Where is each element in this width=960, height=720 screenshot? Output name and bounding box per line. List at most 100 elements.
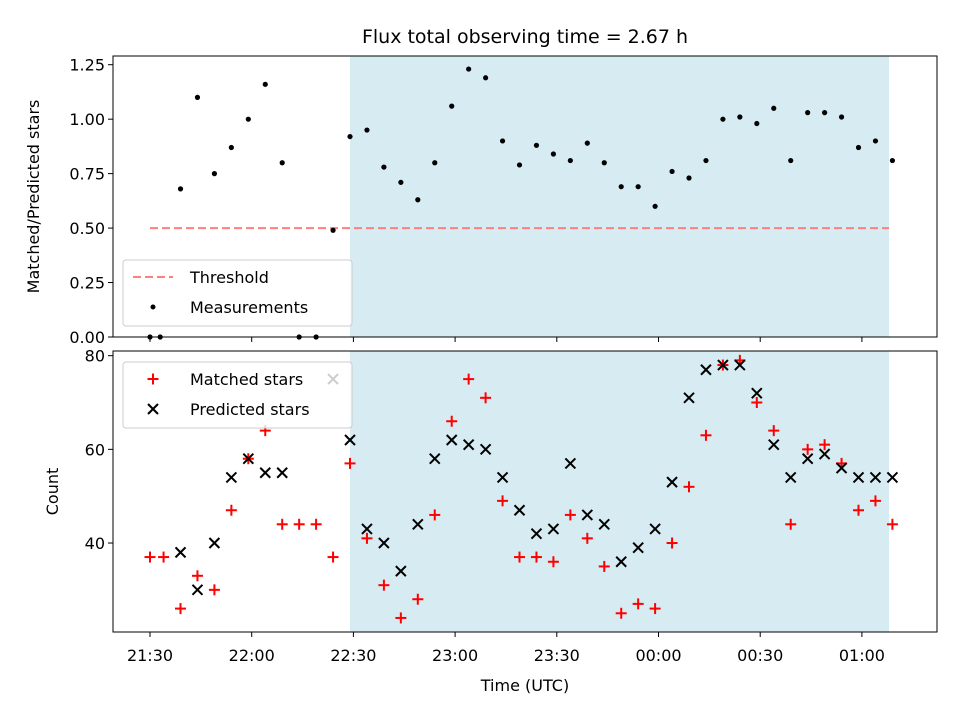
predicted-star-point: [378, 537, 390, 549]
top-y-tick-label: 0.25: [69, 274, 105, 293]
predicted-star-point: [886, 471, 899, 484]
matched-star-point: [293, 518, 305, 530]
top-y-tick-label: 1.00: [69, 110, 105, 129]
predicted-star-point: [852, 471, 865, 484]
bottom-y-tick-label: 40: [85, 534, 105, 553]
measurement-point: [245, 116, 251, 122]
measurement-point: [262, 81, 268, 87]
matched-star-point: [429, 509, 441, 521]
matched-star-point: [514, 551, 526, 563]
predicted-star-point: [751, 387, 763, 399]
x-tick-label: 00:00: [635, 646, 681, 665]
matched-star-point: [598, 560, 610, 572]
predicted-star-point: [615, 556, 627, 568]
measurement-point: [228, 144, 234, 151]
bottom-y-tick-label: 60: [85, 440, 105, 459]
top-observing-window: [350, 56, 890, 337]
x-tick-label: 01:00: [839, 646, 885, 665]
measurement-point: [449, 103, 455, 109]
predicted-star-point: [361, 523, 373, 535]
matched-star-point: [819, 439, 831, 451]
top-y-ticks: 0.00 0.25 0.50 0.75 1.00 1.25: [69, 56, 113, 347]
legend-matched-label: Matched stars: [190, 370, 303, 389]
top-axes-frame: [112, 55, 938, 338]
predicted-star-point: [395, 565, 407, 577]
measurement-point: [483, 75, 489, 81]
measurement-point: [516, 162, 523, 168]
measurement-point: [669, 168, 675, 175]
predicted-star-point: [717, 359, 729, 371]
matched-star-point: [751, 397, 763, 409]
predicted-star-point: [734, 359, 746, 371]
matched-star-point: [378, 579, 390, 591]
x-tick-label: 22:00: [229, 646, 275, 665]
measurement-point: [822, 110, 828, 116]
measurement-point: [805, 110, 811, 116]
measurement-points: [147, 66, 896, 340]
bottom-x-ticks: 21:30 22:00 22:30 23:00 23:30 00:00 00:30 01:00: [127, 632, 885, 665]
predicted-star-point: [412, 518, 424, 530]
matched-star-point: [175, 603, 187, 615]
measurement-point: [652, 203, 658, 209]
matched-star-point: [802, 443, 814, 455]
bottom-legend-box: [122, 361, 353, 429]
matched-star-point: [700, 429, 712, 441]
bottom-panel: 40 60 80 21:30 22:00 22:30 23:00 23:30 00:00 00:…: [43, 347, 938, 695]
measurement-point: [584, 140, 590, 146]
matched-star-point: [191, 570, 203, 582]
matched-star-point: [463, 373, 475, 385]
bottom-axes-frame: [112, 350, 938, 633]
predicted-star-point: [429, 453, 441, 465]
measurement-point: [194, 94, 201, 100]
legend-cross-marker: [147, 403, 159, 415]
measurement-point: [838, 114, 845, 120]
predicted-star-point: [259, 467, 271, 479]
chart-title: Flux total observing time = 2.67 h: [362, 26, 688, 48]
predicted-star-point: [276, 467, 288, 479]
legend-plus-marker: [147, 373, 159, 385]
matched-star-point: [615, 607, 627, 619]
predicted-star-point: [598, 518, 610, 530]
predicted-star-point: [513, 504, 526, 516]
matched-star-point: [564, 509, 576, 521]
legend-matched-swatch: [147, 373, 159, 385]
predicted-star-point: [785, 471, 797, 484]
measurement-point: [381, 164, 387, 170]
predicted-star-point: [547, 523, 560, 535]
predicted-star-point: [344, 434, 356, 446]
measurement-point: [364, 127, 370, 133]
matched-star-point: [683, 481, 695, 493]
bottom-legend: Matched stars Predicted stars: [122, 361, 353, 429]
measurement-point: [533, 142, 540, 148]
predicted-star-point: [225, 471, 238, 484]
matched-star-point: [666, 537, 678, 549]
measurement-point: [177, 186, 184, 192]
measurement-point: [720, 116, 726, 122]
matched-star-point: [327, 551, 339, 563]
measurement-point: [788, 157, 794, 164]
matched-star-point: [446, 415, 458, 427]
top-legend: Threshold Measurements: [122, 259, 353, 327]
measurement-point: [771, 105, 777, 111]
predicted-star-point: [462, 438, 475, 451]
measurement-point: [855, 144, 862, 151]
measurement-point: [601, 160, 607, 166]
x-axis-label: Time (UTC): [480, 676, 569, 695]
x-tick-label: 23:30: [534, 646, 580, 665]
top-legend-box: [122, 259, 353, 327]
measurement-point: [618, 184, 624, 190]
predicted-star-point: [801, 453, 814, 465]
top-y-tick-label: 0.00: [69, 328, 105, 347]
predicted-star-point: [649, 523, 661, 535]
matched-star-point: [158, 551, 170, 563]
matched-star-point: [785, 518, 797, 530]
measurement-point: [330, 227, 336, 233]
matched-star-point: [208, 584, 220, 596]
top-panel: 0.00 0.25 0.50 0.75 1.00 1.25 Matched/Predict…: [24, 55, 938, 347]
predicted-star-point: [191, 584, 204, 596]
matched-star-point: [361, 532, 373, 544]
matched-star-point: [530, 551, 542, 563]
legend-predicted-swatch: [147, 403, 159, 415]
measurement-point: [550, 151, 557, 157]
measurement-point: [703, 157, 709, 164]
